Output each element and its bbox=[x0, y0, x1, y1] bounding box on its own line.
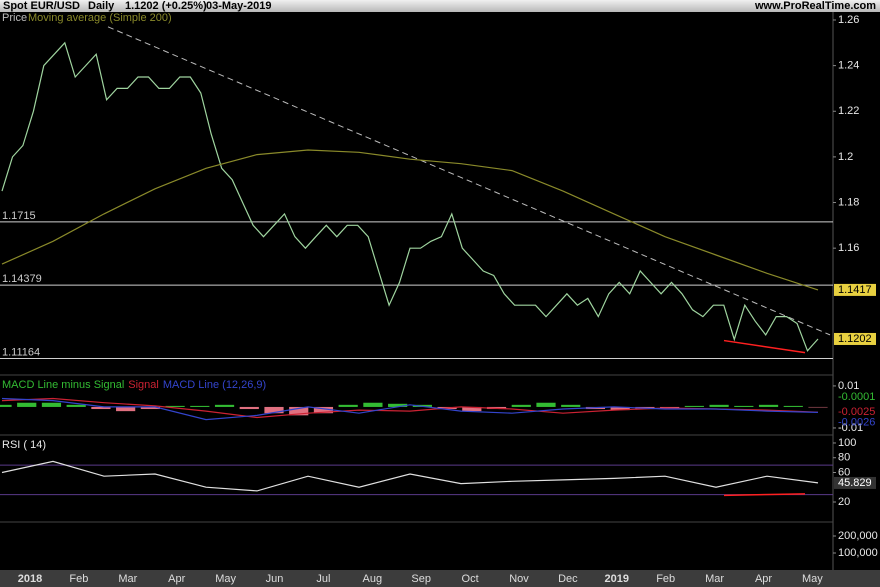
histogram-bar bbox=[610, 406, 630, 411]
x-tick-label: 2019 bbox=[605, 573, 629, 585]
legend-entry: Signal bbox=[128, 379, 159, 391]
support-line bbox=[723, 493, 806, 497]
y-tick-label: 1.2 bbox=[838, 151, 853, 163]
x-tick-label: Sep bbox=[411, 573, 431, 585]
trendline bbox=[107, 26, 831, 336]
x-tick-label: Feb bbox=[656, 573, 675, 585]
last-value-label: 1.1202 bbox=[838, 333, 872, 345]
legend-entry: MACD Line minus Signal bbox=[2, 379, 124, 391]
site: www.ProRealTime.com bbox=[754, 0, 876, 12]
x-axis-bar bbox=[0, 570, 880, 587]
histogram-bar bbox=[783, 405, 803, 407]
last-value-label: -0.0001 bbox=[838, 391, 875, 403]
x-tick-label: Mar bbox=[118, 573, 137, 585]
x-tick-label: Oct bbox=[462, 573, 479, 585]
legend-label: Price bbox=[2, 12, 27, 24]
y-tick-label: 20 bbox=[838, 496, 850, 508]
instrument: Spot EUR/USD bbox=[3, 0, 80, 12]
x-tick-label: Feb bbox=[69, 573, 88, 585]
histogram-bar bbox=[338, 404, 358, 407]
histogram-bar bbox=[388, 403, 408, 407]
legend-entry: Moving average (Simple 200) bbox=[28, 12, 172, 24]
histogram-bar bbox=[289, 406, 309, 416]
x-tick-label: May bbox=[215, 573, 236, 585]
x-tick-label: Nov bbox=[509, 573, 529, 585]
histogram-bar bbox=[239, 406, 259, 410]
series-line bbox=[1, 397, 819, 421]
x-tick-label: Aug bbox=[363, 573, 383, 585]
date: 03-May-2019 bbox=[206, 0, 271, 12]
series-line bbox=[1, 41, 819, 352]
histogram-bar bbox=[313, 406, 334, 414]
histogram-bar bbox=[41, 402, 62, 407]
histogram-bar bbox=[758, 404, 779, 407]
histogram-bar bbox=[561, 404, 581, 407]
x-tick-label: Apr bbox=[755, 573, 772, 585]
legend-entry: MACD Line (12,26,9) bbox=[163, 379, 266, 391]
x-tick-label: Apr bbox=[168, 573, 185, 585]
histogram-bar bbox=[0, 404, 12, 407]
last-value-label: 45.829 bbox=[838, 477, 872, 489]
last-value-box bbox=[834, 476, 876, 489]
histogram-bar bbox=[363, 402, 383, 407]
last-value-label: -0.0025 bbox=[838, 406, 875, 418]
histogram-bar bbox=[808, 406, 828, 408]
histogram-bar bbox=[91, 406, 111, 410]
y-tick-label: 60 bbox=[838, 466, 850, 478]
series-line bbox=[1, 149, 819, 291]
y-tick-label: 1.18 bbox=[838, 196, 859, 208]
x-tick-label: Jun bbox=[266, 573, 284, 585]
header-bar bbox=[0, 0, 880, 12]
histogram-bar bbox=[66, 404, 86, 407]
period: Daily bbox=[88, 0, 115, 12]
series-line bbox=[1, 397, 819, 419]
y-tick-label: 1.26 bbox=[838, 14, 859, 26]
level-label: 1.1715 bbox=[2, 210, 36, 222]
y-tick-label: 80 bbox=[838, 452, 850, 464]
histogram-bar bbox=[165, 405, 185, 407]
x-tick-label: May bbox=[802, 573, 823, 585]
histogram-bar bbox=[536, 402, 556, 407]
y-tick-label: 100,000 bbox=[838, 547, 878, 559]
support-line bbox=[723, 339, 806, 354]
y-tick-label: -0.01 bbox=[838, 422, 863, 434]
x-tick-label: Dec bbox=[558, 573, 578, 585]
histogram-bar bbox=[660, 406, 680, 408]
histogram-bar bbox=[17, 402, 37, 407]
y-tick-label: 200,000 bbox=[838, 530, 878, 542]
level-label: 1.11164 bbox=[2, 346, 40, 358]
quote: 1.1202 (+0.25%) bbox=[125, 0, 207, 12]
histogram-bar bbox=[190, 405, 210, 407]
last-value-label: -0.0026 bbox=[838, 416, 875, 428]
y-tick-label: 1.16 bbox=[838, 242, 859, 254]
histogram-bar bbox=[140, 406, 160, 410]
histogram-bar bbox=[264, 406, 284, 414]
last-value-box bbox=[834, 332, 876, 345]
histogram-bar bbox=[511, 404, 531, 407]
histogram-bar bbox=[709, 404, 729, 407]
panel-title: RSI ( 14) bbox=[2, 439, 46, 451]
x-tick-label: 2018 bbox=[18, 573, 42, 585]
y-tick-label: 1.24 bbox=[838, 60, 859, 72]
histogram-bar bbox=[684, 405, 704, 407]
y-tick-label: 0.01 bbox=[838, 380, 859, 392]
last-value-box bbox=[834, 283, 876, 296]
x-tick-label: Jul bbox=[316, 573, 330, 585]
series-line bbox=[1, 460, 819, 492]
histogram-bar bbox=[734, 405, 754, 407]
y-tick-label: 100 bbox=[838, 437, 856, 449]
y-tick-label: 1.22 bbox=[838, 105, 859, 117]
histogram-bar bbox=[462, 406, 482, 412]
level-label: 1.14379 bbox=[2, 273, 42, 285]
x-tick-label: Mar bbox=[705, 573, 724, 585]
histogram-bar bbox=[214, 404, 235, 407]
histogram-bar bbox=[116, 406, 136, 412]
last-value-label: 1.1417 bbox=[838, 284, 872, 296]
